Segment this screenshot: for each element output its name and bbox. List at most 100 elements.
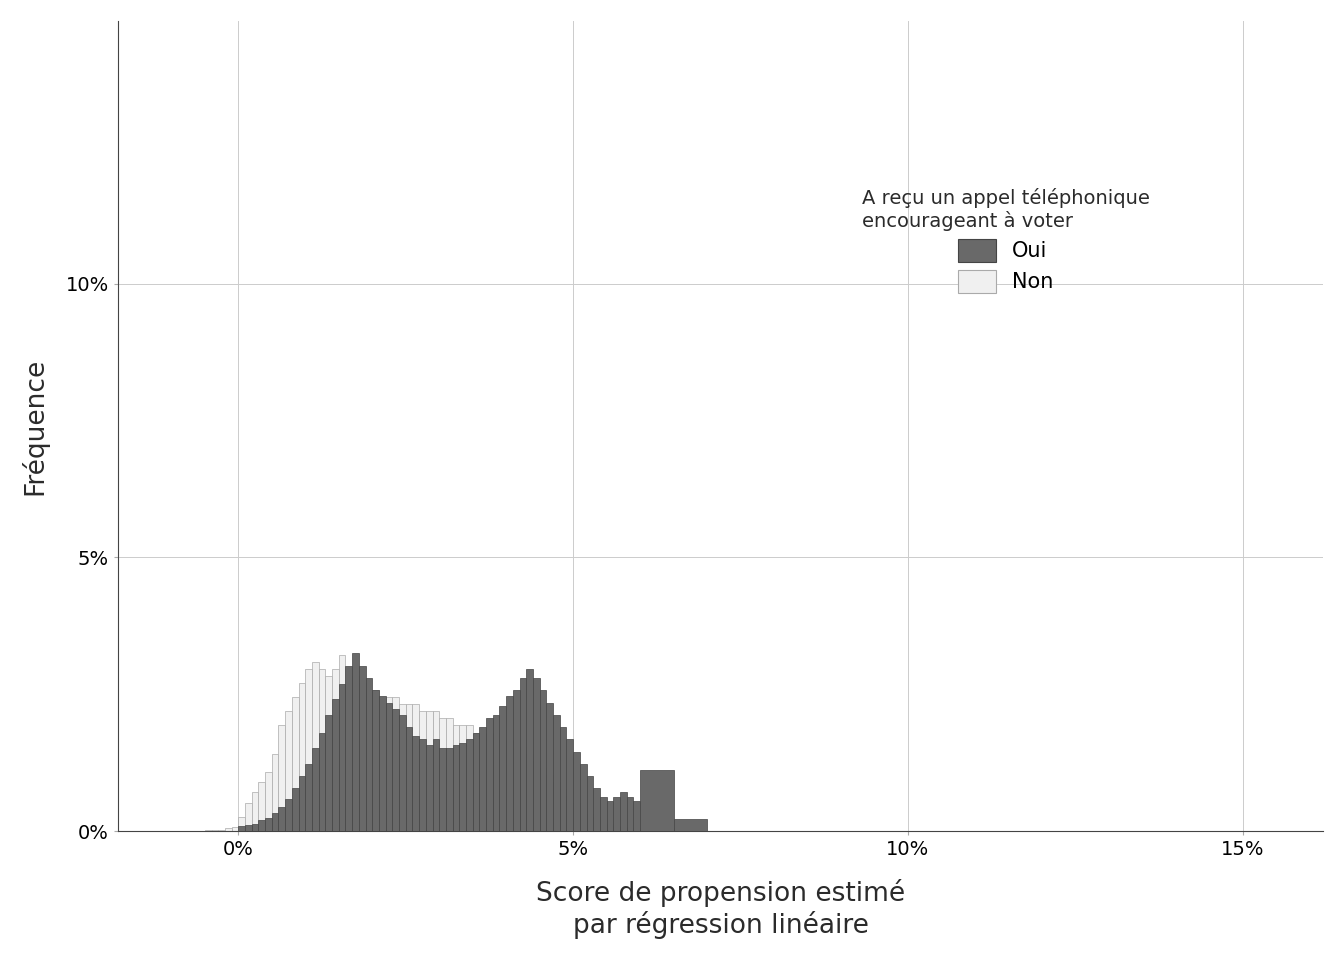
Bar bbox=[245, 826, 251, 831]
Bar bbox=[613, 826, 620, 831]
Bar bbox=[439, 748, 446, 831]
Bar bbox=[500, 707, 507, 831]
Bar bbox=[446, 718, 453, 831]
Bar bbox=[626, 828, 633, 831]
Bar bbox=[534, 760, 540, 831]
Bar bbox=[520, 678, 527, 831]
Bar bbox=[579, 764, 586, 831]
Bar bbox=[285, 711, 292, 831]
Bar bbox=[573, 752, 579, 831]
Bar bbox=[386, 697, 392, 831]
Bar bbox=[278, 726, 285, 831]
Bar bbox=[426, 711, 433, 831]
Bar bbox=[312, 662, 319, 831]
Bar bbox=[466, 739, 473, 831]
Bar bbox=[554, 715, 559, 831]
Bar bbox=[593, 788, 599, 831]
Bar bbox=[271, 813, 278, 831]
Bar bbox=[305, 669, 312, 831]
Bar bbox=[446, 748, 453, 831]
Bar bbox=[204, 829, 211, 831]
Bar bbox=[359, 665, 366, 831]
Bar bbox=[554, 781, 559, 831]
Bar bbox=[547, 703, 554, 831]
Bar bbox=[366, 678, 372, 831]
Bar bbox=[292, 788, 298, 831]
Bar bbox=[419, 739, 426, 831]
Bar bbox=[339, 655, 345, 831]
Bar bbox=[500, 739, 507, 831]
Bar bbox=[413, 705, 419, 831]
Bar bbox=[392, 708, 399, 831]
Bar bbox=[265, 772, 271, 831]
Bar bbox=[372, 690, 379, 831]
Bar bbox=[626, 797, 633, 831]
Bar bbox=[599, 820, 606, 831]
Bar bbox=[406, 727, 413, 831]
Bar bbox=[426, 746, 433, 831]
Bar bbox=[466, 726, 473, 831]
Bar bbox=[285, 800, 292, 831]
Bar bbox=[359, 684, 366, 831]
Bar bbox=[211, 829, 218, 831]
Bar bbox=[487, 732, 493, 831]
Bar bbox=[345, 669, 352, 831]
Bar bbox=[493, 732, 500, 831]
Bar bbox=[547, 775, 554, 831]
Bar bbox=[419, 711, 426, 831]
Bar bbox=[325, 676, 332, 831]
Bar bbox=[392, 697, 399, 831]
Bar bbox=[559, 727, 566, 831]
Bar bbox=[379, 696, 386, 831]
Bar bbox=[238, 817, 245, 831]
Bar bbox=[593, 817, 599, 831]
Bar bbox=[620, 828, 626, 831]
Bar bbox=[298, 776, 305, 831]
Bar bbox=[292, 697, 298, 831]
Bar bbox=[534, 678, 540, 831]
Bar bbox=[251, 824, 258, 831]
Bar bbox=[258, 781, 265, 831]
Bar bbox=[453, 726, 460, 831]
Bar bbox=[218, 829, 224, 831]
Bar bbox=[413, 735, 419, 831]
Bar bbox=[586, 776, 593, 831]
Bar bbox=[673, 819, 707, 831]
Bar bbox=[453, 746, 460, 831]
Bar bbox=[620, 792, 626, 831]
Bar bbox=[258, 820, 265, 831]
Bar bbox=[433, 739, 439, 831]
Bar bbox=[473, 733, 480, 831]
Bar bbox=[265, 818, 271, 831]
Bar bbox=[507, 739, 513, 831]
Bar bbox=[379, 697, 386, 831]
Bar bbox=[527, 669, 534, 831]
Bar bbox=[406, 705, 413, 831]
Bar bbox=[332, 669, 339, 831]
Bar bbox=[251, 792, 258, 831]
Bar bbox=[633, 829, 640, 831]
Bar bbox=[312, 748, 319, 831]
Bar bbox=[613, 797, 620, 831]
Bar bbox=[606, 801, 613, 831]
Bar bbox=[527, 754, 534, 831]
Bar bbox=[540, 690, 547, 831]
Bar bbox=[305, 764, 312, 831]
Bar bbox=[640, 828, 673, 831]
Bar bbox=[245, 804, 251, 831]
Bar bbox=[480, 727, 487, 831]
Bar bbox=[439, 718, 446, 831]
Bar bbox=[566, 739, 573, 831]
Y-axis label: Fréquence: Fréquence bbox=[22, 357, 48, 494]
Bar bbox=[399, 705, 406, 831]
Bar bbox=[586, 814, 593, 831]
Bar bbox=[460, 726, 466, 831]
Bar bbox=[366, 690, 372, 831]
Bar bbox=[278, 806, 285, 831]
Bar bbox=[332, 699, 339, 831]
Bar bbox=[386, 703, 392, 831]
Bar bbox=[573, 804, 579, 831]
Bar bbox=[319, 669, 325, 831]
Bar bbox=[540, 768, 547, 831]
Bar bbox=[480, 732, 487, 831]
